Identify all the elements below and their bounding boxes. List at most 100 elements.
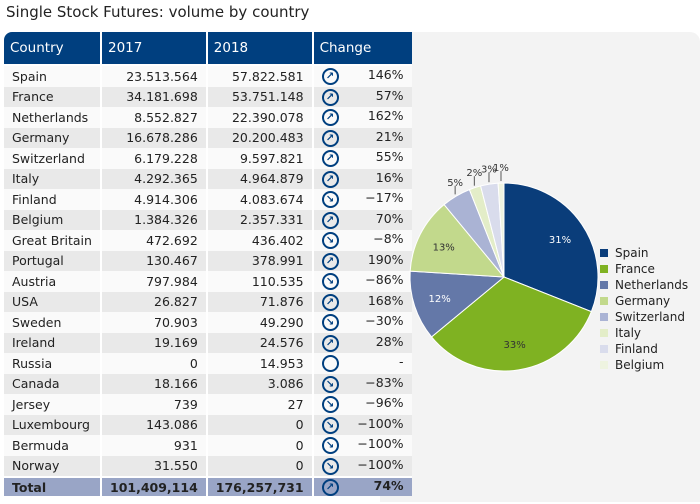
value-2018-cell: 2.357.331 (207, 209, 312, 230)
change-cell: ↗ 162% (313, 107, 412, 128)
country-cell: Germany (4, 127, 100, 148)
table-row: Netherlands 8.552.827 22.390.078 ↗ 162% (4, 107, 412, 128)
circle-icon (321, 355, 339, 373)
value-2018-cell: 110.535 (207, 271, 312, 292)
legend-item: Belgium (600, 357, 688, 373)
table-row: Bermuda 931 0 ↘ −100% (4, 435, 412, 456)
legend-label: Netherlands (615, 278, 689, 292)
legend-swatch (600, 313, 608, 321)
change-cell: ↗ 74% (313, 476, 412, 496)
change-cell: ↗ 55% (313, 148, 412, 169)
arrow-up-right-icon: ↗ (321, 150, 339, 168)
legend-swatch (600, 329, 608, 337)
arrow-up-right-icon: ↗ (321, 170, 339, 188)
legend: Spain France Netherlands Germany Switzerland… (600, 245, 688, 373)
arrow-down-right-icon: ↘ (321, 375, 339, 393)
total-row: Total 101,409,114 176,257,731 ↗ 74% (4, 476, 412, 496)
country-cell: Sweden (4, 312, 100, 333)
country-cell: Canada (4, 373, 100, 394)
country-cell: Finland (4, 189, 100, 210)
slice-label: 31% (549, 235, 571, 246)
value-2018-cell: 14.953 (207, 353, 312, 374)
arrow-down-right-icon: ↘ (321, 396, 339, 414)
value-2018-cell: 3.086 (207, 373, 312, 394)
change-value: −83% (365, 374, 404, 390)
legend-swatch (600, 281, 608, 289)
table-row: Austria 797.984 110.535 ↘ −86% (4, 271, 412, 292)
legend-swatch (600, 345, 608, 353)
change-value: −100% (357, 415, 404, 431)
change-cell: ↘ −100% (313, 414, 412, 435)
legend-label: Italy (615, 326, 642, 340)
table-row: France 34.181.698 53.751.148 ↗ 57% (4, 86, 412, 107)
table-row: Portugal 130.467 378.991 ↗ 190% (4, 250, 412, 271)
change-cell: ↗ 190% (313, 250, 412, 271)
table-row: Switzerland 6.179.228 9.597.821 ↗ 55% (4, 148, 412, 169)
change-cell: ↘ −8% (313, 230, 412, 251)
change-value: 162% (367, 108, 404, 124)
column-header: Country (4, 32, 100, 66)
legend-item: Spain (600, 245, 688, 261)
change-value: 190% (367, 251, 404, 267)
value-2017-cell: 1.384.326 (102, 209, 206, 230)
change-cell: ↘ −100% (313, 435, 412, 456)
value-2017-cell: 23.513.564 (102, 66, 206, 87)
value-2018-cell: 53.751.148 (207, 86, 312, 107)
value-2017-cell: 34.181.698 (102, 86, 206, 107)
legend-label: Germany (615, 294, 671, 308)
value-2017-cell: 8.552.827 (102, 107, 206, 128)
value-2018-cell: 22.390.078 (207, 107, 312, 128)
change-value: −8% (373, 231, 404, 247)
country-cell: Italy (4, 168, 100, 189)
arrow-up-right-icon: ↗ (321, 479, 339, 496)
slice-label: 12% (429, 294, 451, 305)
table-row: Finland 4.914.306 4.083.674 ↘ −17% (4, 189, 412, 210)
column-header: Change (313, 32, 412, 66)
legend-swatch (600, 265, 608, 273)
value-2017-cell: 6.179.228 (102, 148, 206, 169)
arrow-up-right-icon: ↗ (321, 293, 339, 311)
change-value: 55% (375, 149, 404, 165)
arrow-down-right-icon: ↘ (321, 416, 339, 434)
change-value: 16% (375, 169, 404, 185)
pie-slice-netherlands (409, 270, 506, 338)
slice-label: 13% (433, 242, 455, 253)
arrow-down-right-icon: ↘ (321, 232, 339, 250)
country-cell: France (4, 86, 100, 107)
country-cell: Jersey (4, 394, 100, 415)
arrow-up-right-icon: ↗ (321, 334, 339, 352)
change-value: −30% (365, 313, 404, 329)
country-cell: Belgium (4, 209, 100, 230)
country-cell: Austria (4, 271, 100, 292)
slice-label: 5% (447, 178, 463, 189)
value-2017-cell: 739 (102, 394, 206, 415)
volume-table: Country 2017 2018 Change Spain 23.513.564 57.… (2, 32, 414, 496)
change-value: 74% (373, 478, 404, 493)
value-2017-cell: 18.166 (102, 373, 206, 394)
column-header: 2018 (207, 32, 312, 66)
slice-label: 1% (493, 163, 509, 174)
country-cell: Switzerland (4, 148, 100, 169)
value-2017-cell: 0 (102, 353, 206, 374)
change-cell: ↘ −96% (313, 394, 412, 415)
table-row: Canada 18.166 3.086 ↘ −83% (4, 373, 412, 394)
table-row: Italy 4.292.365 4.964.879 ↗ 16% (4, 168, 412, 189)
change-cell: ↘ −30% (313, 312, 412, 333)
legend-swatch (600, 249, 608, 257)
change-cell: ↗ 70% (313, 209, 412, 230)
value-2017-cell: 16.678.286 (102, 127, 206, 148)
table-row: Great Britain 472.692 436.402 ↘ −8% (4, 230, 412, 251)
value-2018-cell: 436.402 (207, 230, 312, 251)
table-row: Belgium 1.384.326 2.357.331 ↗ 70% (4, 209, 412, 230)
pie-slice-spain (503, 182, 599, 313)
legend-item: Switzerland (600, 309, 688, 325)
change-cell: ↗ 146% (313, 66, 412, 87)
country-cell: Great Britain (4, 230, 100, 251)
value-2017-cell: 4.292.365 (102, 168, 206, 189)
change-cell: ↗ 21% (313, 127, 412, 148)
value-2017-cell: 19.169 (102, 332, 206, 353)
country-cell: Spain (4, 66, 100, 87)
value-2017-cell: 143.086 (102, 414, 206, 435)
table-row: Germany 16.678.286 20.200.483 ↗ 21% (4, 127, 412, 148)
